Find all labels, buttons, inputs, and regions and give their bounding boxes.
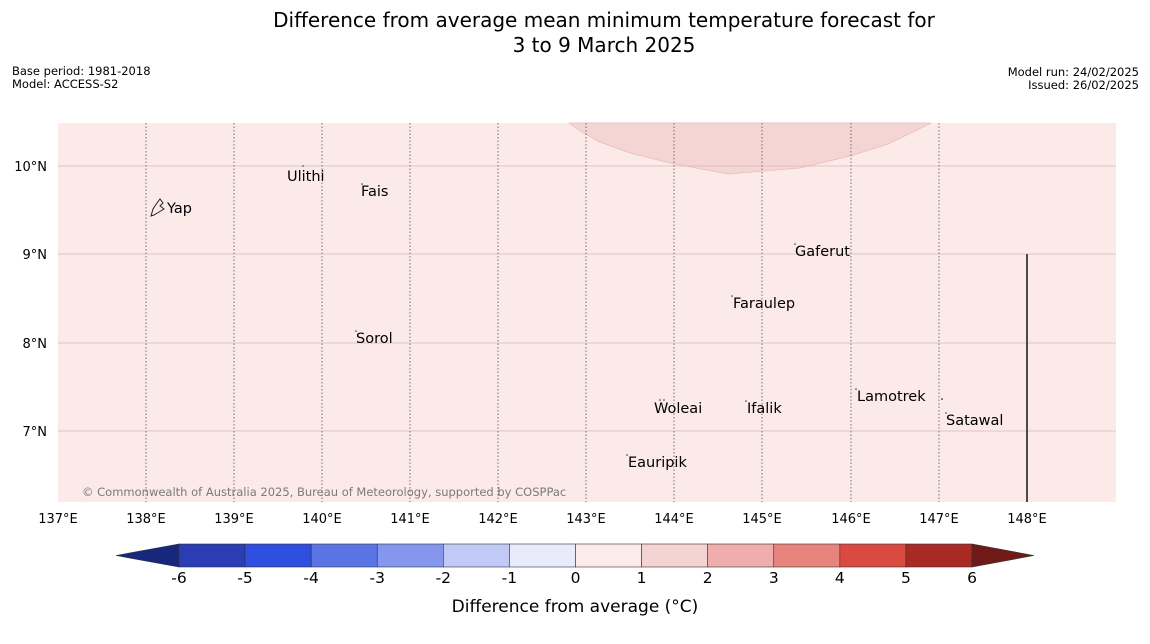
lon-label: 138°E [126,512,166,527]
lon-label: 148°E [1007,512,1047,527]
meta-left: Base period: 1981-2018 Model: ACCESS-S2 [12,65,151,91]
colorbar-tick-label: -1 [502,569,517,587]
colorbar-title: Difference from average (°C) [452,597,699,617]
model-name: Model: ACCESS-S2 [12,77,119,91]
lon-gridlines [145,123,940,502]
colorbar-segment [707,543,775,568]
colorbar-extend-low [115,543,180,568]
place-yap: Yap [166,201,192,217]
colorbar-segment [443,543,510,568]
colorbar-tick-label: 6 [967,569,977,587]
lon-label: 137°E [38,512,78,527]
lon-labels: 137°E 138°E 139°E 140°E 141°E 142°E 143°… [38,512,1047,527]
lon-label: 146°E [831,512,871,527]
lat-label: 9°N [23,248,48,263]
yap-island-shape [150,198,165,217]
colorbar-tick-label: -5 [237,569,252,587]
colorbar-tick-labels: -6 -5 -4 -3 -2 -1 0 1 2 3 4 5 6 [171,569,977,587]
lon-label: 143°E [566,512,606,527]
colorbar-segment [310,543,378,568]
title-line-2: 3 to 9 March 2025 [512,33,696,57]
place-eauripik: Eauripik [628,455,687,471]
lon-label: 142°E [478,512,518,527]
model-run: Model run: 24/02/2025 [1007,65,1139,79]
lat-labels: 10°N 9°N 8°N 7°N [14,160,47,440]
lon-label: 145°E [742,512,782,527]
place-woleai: Woleai [654,401,702,417]
place-sorol: Sorol [356,331,393,347]
colorbar-segment [839,543,907,568]
lon-label: 141°E [390,512,430,527]
anomaly-patch [567,122,932,175]
copyright-notice: © Commonwealth of Australia 2025, Bureau… [82,485,566,499]
title-line-1: Difference from average mean minimum tem… [273,8,935,32]
colorbar-tick-label: -2 [436,569,451,587]
colorbar-tick-label: 1 [637,569,647,587]
lon-label: 140°E [302,512,342,527]
colorbar-segment [509,543,576,568]
colorbar-tick-label: -3 [370,569,385,587]
base-period: Base period: 1981-2018 [12,64,151,78]
lon-label: 139°E [214,512,254,527]
colorbar-tick-label: 5 [901,569,911,587]
place-fais: Fais [361,184,388,200]
island-dots [302,165,947,456]
lat-label: 7°N [23,425,48,440]
colorbar-segment [905,543,973,568]
colorbar-segment [773,543,841,568]
colorbar [115,543,1035,568]
colorbar-tick-label: 4 [835,569,845,587]
place-ulithi: Ulithi [287,169,325,185]
map-area [58,123,1116,502]
meta-right: Model run: 24/02/2025 Issued: 26/02/2025 [1008,66,1139,92]
colorbar-segment [376,543,444,568]
place-gaferut: Gaferut [795,244,850,260]
colorbar-tick-label: -6 [171,569,186,587]
colorbar-segment [244,543,312,568]
lat-label: 8°N [23,337,48,352]
lat-label: 10°N [14,160,47,175]
colorbar-extend-high [971,543,1035,568]
lon-label: 144°E [654,512,694,527]
colorbar-tick-label: 0 [571,569,581,587]
colorbar-segment [641,543,708,568]
colorbar-segment [575,543,642,568]
colorbar-tick-label: -4 [303,569,318,587]
colorbar-tick-label: 3 [769,569,779,587]
chart-title: Difference from average mean minimum tem… [0,8,1150,58]
place-lamotrek: Lamotrek [857,389,926,405]
colorbar-tick-label: 2 [703,569,713,587]
lon-label: 147°E [919,512,959,527]
colorbar-segment [178,543,246,568]
place-labels: Yap Ulithi Fais Gaferut Faraulep Sorol L… [166,169,1003,471]
place-ifalik: Ifalik [747,401,782,417]
place-satawal: Satawal [946,413,1003,429]
place-faraulep: Faraulep [733,296,795,312]
issued-date: Issued: 26/02/2025 [1028,78,1139,92]
